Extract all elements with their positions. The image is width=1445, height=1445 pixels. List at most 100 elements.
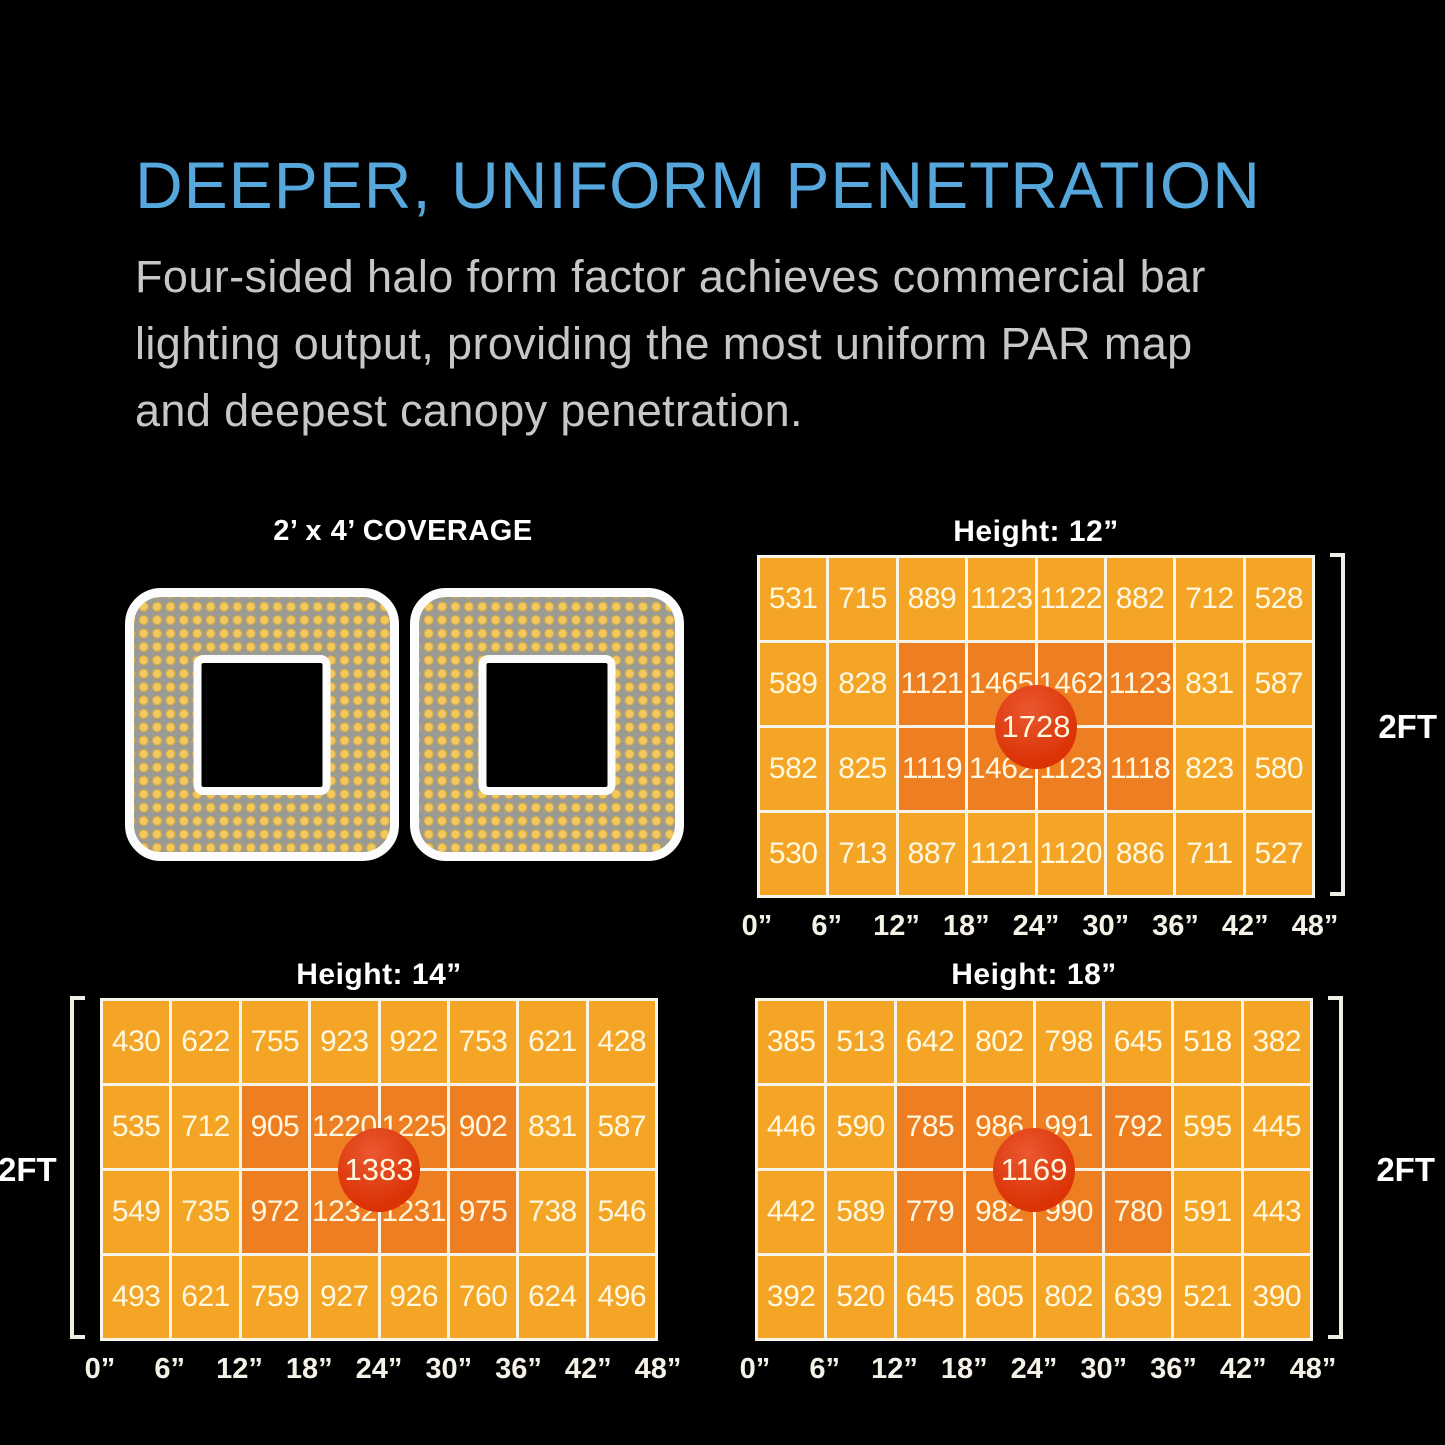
par-value-cell: 753	[449, 1001, 517, 1083]
par-value-cell: 923	[311, 1001, 378, 1083]
par-value-cell: 805	[966, 1256, 1033, 1338]
x-axis: 0” 6” 12” 18” 24” 30” 36” 42” 48”	[740, 1353, 1337, 1389]
par-cell-grid: 430 622 755 923 922 753 621 428 535 712 905 1220 122…	[100, 998, 658, 1341]
par-value-cell: 825	[829, 728, 896, 810]
par-value-cell: 926	[380, 1256, 447, 1338]
par-map-height-18: Height: 18” 385 513 642 802 798 645 518 382 446 5…	[740, 958, 1435, 1389]
par-grid-body: 531 715 889 1123 1122 882 712 528 589 828 1121 1465…	[757, 553, 1437, 898]
par-value-cell: 535	[103, 1086, 170, 1168]
x-axis-tick-label: 30”	[1080, 1353, 1128, 1385]
par-value-cell: 639	[1104, 1256, 1172, 1338]
x-axis-tick-label: 12”	[216, 1353, 263, 1385]
par-value-cell: 887	[898, 813, 966, 895]
par-value-cell: 546	[588, 1171, 655, 1253]
subtitle-line-1: Four-sided halo form factor achieves com…	[135, 251, 1206, 302]
par-value-cell: 390	[1243, 1256, 1310, 1338]
x-axis-tick-label: 0”	[739, 1353, 771, 1385]
x-axis: 0” 6” 12” 18” 24” 30” 36” 42” 48”	[742, 910, 1339, 946]
led-board-right	[410, 588, 684, 861]
par-value-cell: 443	[1243, 1171, 1310, 1253]
x-axis-tick-label: 6”	[811, 910, 843, 942]
par-value-cell: 886	[1106, 813, 1174, 895]
par-value-cell: 385	[758, 1001, 825, 1083]
page-title: DEEPER, UNIFORM PENETRATION	[135, 148, 1261, 223]
x-axis-tick-label: 18”	[285, 1353, 333, 1385]
par-value-cell: 496	[588, 1256, 655, 1338]
par-value-cell: 520	[827, 1256, 894, 1338]
par-value-cell: 493	[103, 1256, 170, 1338]
grid-title: Height: 18”	[951, 958, 1117, 991]
par-value-cell: 823	[1176, 728, 1243, 810]
par-value-cell: 582	[760, 728, 827, 810]
coverage-label: 2’ x 4’ COVERAGE	[273, 515, 533, 547]
peak-value: 1728	[1001, 708, 1071, 744]
par-value-cell: 889	[898, 558, 966, 640]
par-value-cell: 712	[172, 1086, 239, 1168]
par-value-cell: 760	[449, 1256, 517, 1338]
par-value-cell: 645	[896, 1256, 964, 1338]
depth-extent-bracket	[1328, 996, 1343, 1339]
x-axis-tick-label: 18”	[942, 910, 990, 942]
par-value-cell: 621	[172, 1256, 239, 1338]
par-value-cell: 527	[1245, 813, 1312, 895]
par-value-cell: 759	[241, 1256, 309, 1338]
x-axis-tick-label: 12”	[873, 910, 920, 942]
x-axis-tick-label: 6”	[809, 1353, 841, 1385]
par-value-cell: 882	[1106, 558, 1174, 640]
par-value-cell: 792	[1104, 1086, 1172, 1168]
par-value-cell: 735	[172, 1171, 239, 1253]
par-value-cell: 972	[241, 1171, 309, 1253]
par-value-cell: 902	[449, 1086, 517, 1168]
par-value-cell: 513	[827, 1001, 894, 1083]
par-value-cell: 922	[380, 1001, 447, 1083]
par-value-cell: 1123	[968, 558, 1035, 640]
peak-value: 1383	[344, 1151, 414, 1187]
par-grid-body: 385 513 642 802 798 645 518 382 446 590 785 986 991 7…	[755, 996, 1435, 1341]
x-axis-tick-label: 30”	[425, 1353, 473, 1385]
par-value-cell: 589	[827, 1171, 894, 1253]
par-value-cell: 587	[1245, 643, 1312, 725]
par-value-cell: 446	[758, 1086, 825, 1168]
grid-title: Height: 14”	[296, 958, 462, 991]
x-axis-tick-label: 24”	[355, 1353, 403, 1385]
grid-title: Height: 12”	[953, 515, 1119, 548]
par-value-cell: 530	[760, 813, 827, 895]
x-axis-tick-label: 42”	[1221, 910, 1269, 942]
par-value-cell: 831	[519, 1086, 586, 1168]
par-value-cell: 802	[966, 1001, 1033, 1083]
x-axis-tick-label: 36”	[1150, 1353, 1197, 1385]
par-value-cell: 531	[760, 558, 827, 640]
board-center-cutout	[193, 654, 331, 795]
x-axis-tick-label: 30”	[1082, 910, 1130, 942]
par-value-cell: 831	[1176, 643, 1243, 725]
par-value-cell: 528	[1245, 558, 1312, 640]
par-value-cell: 828	[829, 643, 896, 725]
x-axis-tick-label: 6”	[154, 1353, 186, 1385]
x-axis-tick-label: 36”	[1152, 910, 1199, 942]
page-subtitle: Four-sided halo form factor achieves com…	[135, 243, 1206, 444]
x-axis-tick-label: 12”	[871, 1353, 918, 1385]
par-value-cell: 1119	[898, 728, 966, 810]
depth-extent-bracket	[70, 996, 85, 1339]
par-value-cell: 392	[758, 1256, 825, 1338]
x-axis: 0” 6” 12” 18” 24” 30” 36” 42” 48”	[85, 1353, 682, 1389]
par-value-cell: 645	[1104, 1001, 1172, 1083]
par-value-cell: 595	[1174, 1086, 1241, 1168]
par-value-cell: 712	[1176, 558, 1243, 640]
par-value-cell: 1123	[1106, 643, 1174, 725]
par-value-cell: 622	[172, 1001, 239, 1083]
depth-extent-bracket	[1330, 553, 1345, 896]
x-axis-tick-label: 24”	[1010, 1353, 1058, 1385]
par-value-cell: 1121	[898, 643, 966, 725]
par-value-cell: 430	[103, 1001, 170, 1083]
x-axis-tick-label: 42”	[564, 1353, 612, 1385]
par-value-cell: 382	[1243, 1001, 1310, 1083]
peak-value: 1169	[1000, 1151, 1068, 1187]
subtitle-line-2: lighting output, providing the most unif…	[135, 318, 1193, 369]
depth-label: 2FT	[1378, 707, 1437, 745]
par-value-cell: 591	[1174, 1171, 1241, 1253]
x-axis-tick-label: 48”	[1289, 1353, 1337, 1385]
par-value-cell: 755	[241, 1001, 309, 1083]
x-axis-tick-label: 0”	[741, 910, 773, 942]
